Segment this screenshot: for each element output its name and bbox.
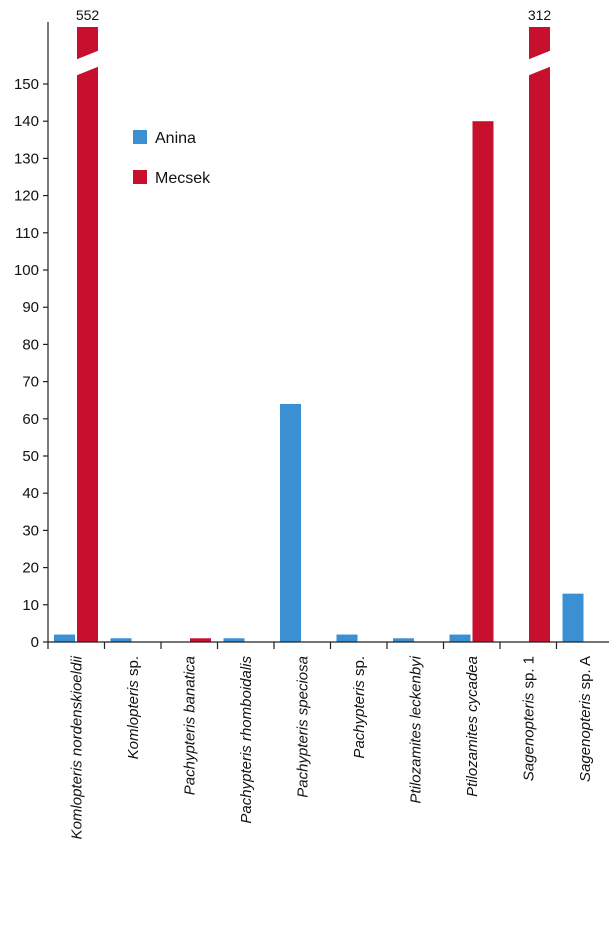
broken-bar-value-label: 552 [76,7,100,23]
bar-mecsek-2 [190,638,211,642]
y-tick-label: 140 [14,113,39,130]
bar-mecsek-0 [77,27,98,642]
bar-mecsek-8 [529,27,550,642]
category-label: Pachypteris rhomboidalis [238,656,255,824]
category-label: Ptilozamites leckenbyi [407,655,424,803]
y-tick-label: 10 [22,597,39,614]
category-label: Komlopteris sp. [125,656,142,759]
category-label: Pachypteris speciosa [294,656,311,798]
y-tick-label: 40 [22,485,39,502]
y-tick-label: 90 [22,299,39,316]
y-tick-label: 80 [22,336,39,353]
y-tick-label: 100 [14,262,39,279]
bar-anina-7 [449,634,471,642]
y-tick-label: 150 [14,76,39,93]
bar-anina-9 [562,593,584,642]
bar-anina-6 [393,638,414,642]
legend-swatch-anina [133,130,147,144]
y-tick-label: 130 [14,150,39,167]
bar-anina-1 [110,638,132,642]
category-label: Komlopteris nordenskioeldii [68,655,85,839]
category-label: Pachypteris banatica [181,656,198,795]
y-tick-label: 50 [22,448,39,465]
bar-anina-4 [280,403,301,642]
legend-label-anina: Anina [155,130,196,147]
bar-anina-3 [223,638,245,642]
broken-bar-value-label: 312 [528,7,552,23]
category-label: Pachypteris sp. [351,656,368,759]
legend-swatch-mecsek [133,170,147,184]
category-label: Ptilozamites cycadea [464,656,481,797]
y-tick-label: 0 [31,634,39,651]
bars: 552 312 [54,7,584,642]
category-label: Sagenopteris sp. A [577,656,594,782]
y-tick-label: 60 [22,411,39,428]
bar-anina-0 [54,634,75,642]
y-axis: 0 10 20 30 40 50 60 70 80 90 100 110 120 130 140 150 [14,22,49,651]
x-axis: Komlopteris nordenskioeldii Komlopteris s… [47,641,609,839]
y-tick-label: 120 [14,188,39,205]
y-tick-label: 30 [22,522,39,539]
bar-mecsek-7 [472,121,494,642]
y-tick-label: 20 [22,560,39,577]
category-label: Sagenopteris sp. 1 [520,656,537,781]
y-tick-label: 70 [22,374,39,391]
y-tick-label: 110 [15,225,39,242]
legend-label-mecsek: Mecsek [155,170,211,187]
legend: Anina Mecsek [133,130,211,187]
bar-anina-5 [336,634,358,642]
axis-break-mark [75,50,100,76]
axis-break-mark [527,50,552,76]
